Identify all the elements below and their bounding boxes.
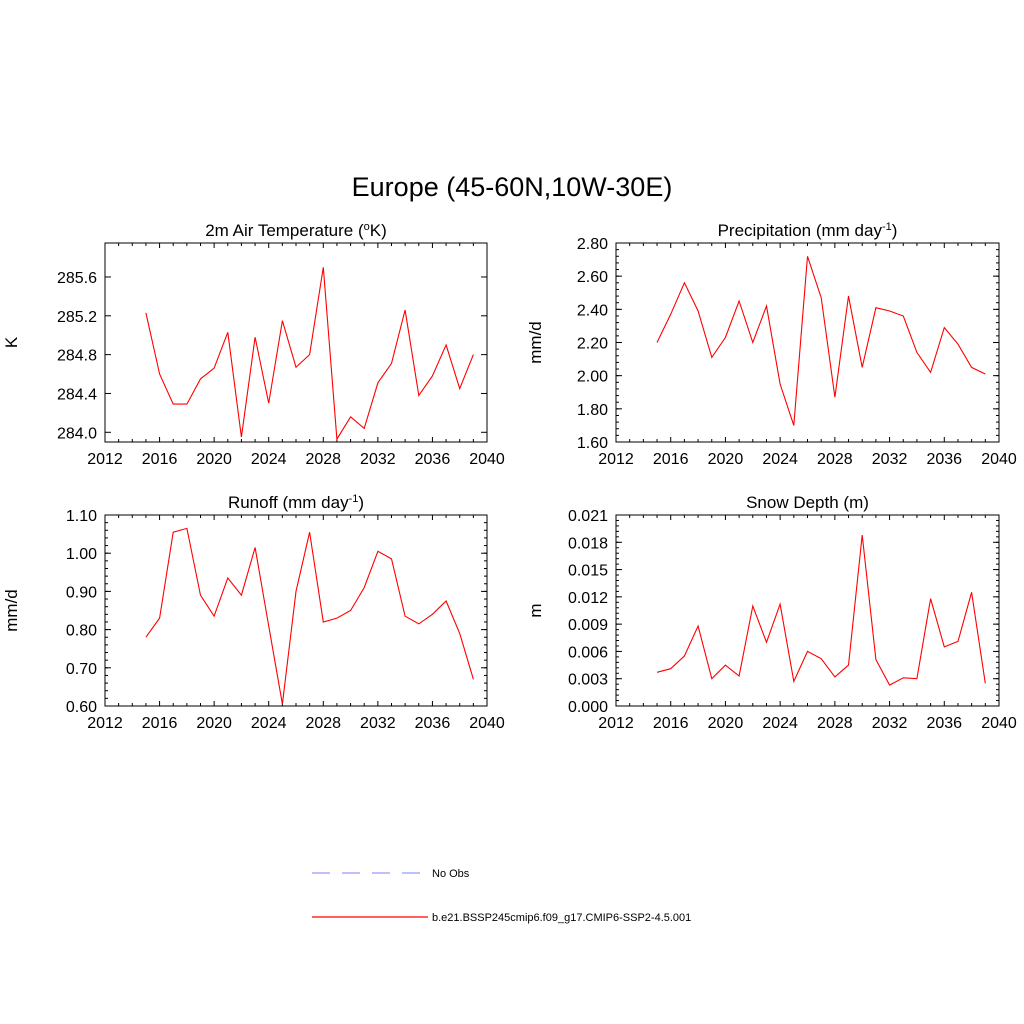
snow-depth-x-tick-label: 2028	[817, 715, 853, 732]
legend-label-no-obs: No Obs	[432, 868, 470, 880]
runoff-y-axis-label: mm/d	[2, 589, 21, 632]
precipitation-x-tick-label: 2016	[653, 451, 689, 468]
runoff-x-tick-label: 2036	[415, 715, 451, 732]
panel-air-temperature: 2m Air Temperature (oK) 2012 2016 2020 2024 2…	[2, 221, 505, 468]
panel-snow-depth: Snow Depth (m) 2012 2016 2020 2024 2028 2032 20…	[526, 493, 1017, 732]
runoff-x-tick-label: 2012	[87, 715, 123, 732]
panel-runoff: Runoff (mm day-1) 2012 2016 2020 2024 2028 203…	[2, 493, 505, 732]
precipitation-y-tick-label: 2.80	[577, 236, 608, 253]
air-temperature-x-tick-label: 2020	[196, 451, 232, 468]
precipitation-y-tick-label: 1.60	[577, 435, 608, 452]
air-temperature-x-tick-label: 2024	[251, 451, 287, 468]
air-temperature-series-line	[145, 267, 474, 441]
snow-depth-y-tick-label: 0.012	[568, 590, 608, 607]
snow-depth-x-tick-label: 2024	[762, 715, 798, 732]
precipitation-title: Precipitation (mm day-1)	[718, 221, 898, 240]
runoff-x-tick-label: 2024	[251, 715, 287, 732]
snow-depth-title: Snow Depth (m)	[746, 493, 869, 512]
air-temperature-y-tick-label: 284.4	[57, 386, 97, 403]
snow-depth-y-tick-label: 0.006	[568, 644, 608, 661]
precipitation-x-tick-label: 2020	[708, 451, 744, 468]
precipitation-x-tick-label: 2036	[926, 451, 962, 468]
snow-depth-y-tick-label: 0.021	[568, 508, 608, 525]
runoff-x-tick-label: 2028	[305, 715, 341, 732]
precipitation-x-tick-label: 2032	[872, 451, 908, 468]
panel-precipitation: Precipitation (mm day-1) 2012 2016 2020 2024…	[526, 221, 1017, 468]
air-temperature-y-tick-label: 285.6	[57, 270, 97, 287]
air-temperature-x-tick-label: 2036	[415, 451, 451, 468]
runoff-x-tick-label: 2016	[142, 715, 178, 732]
air-temperature-x-tick-label: 2040	[469, 451, 505, 468]
air-temperature-y-tick-label: 285.2	[57, 309, 97, 326]
runoff-x-tick-label: 2032	[360, 715, 396, 732]
runoff-series-line	[145, 527, 474, 705]
snow-depth-y-axis-label: m	[526, 603, 545, 617]
snow-depth-x-tick-label: 2040	[981, 715, 1017, 732]
air-temperature-y-tick-label: 284.0	[57, 425, 97, 442]
air-temperature-x-tick-label: 2032	[360, 451, 396, 468]
legend-label-model-run: b.e21.BSSP245cmip6.f09_g17.CMIP6-SSP2-4.…	[432, 912, 691, 924]
precipitation-x-tick-label: 2040	[981, 451, 1017, 468]
precipitation-y-tick-label: 2.60	[577, 269, 608, 286]
snow-depth-x-tick-label: 2032	[872, 715, 908, 732]
precipitation-y-tick-label: 2.20	[577, 336, 608, 353]
precipitation-x-tick-label: 2012	[598, 451, 634, 468]
precipitation-y-tick-label: 1.80	[577, 402, 608, 419]
air-temperature-y-axis-label: K	[2, 336, 21, 348]
runoff-y-tick-label: 1.10	[66, 508, 97, 525]
snow-depth-x-tick-label: 2016	[653, 715, 689, 732]
precipitation-x-tick-label: 2024	[762, 451, 798, 468]
figure-title: Europe (45-60N,10W-30E)	[352, 172, 673, 202]
precipitation-y-tick-label: 2.40	[577, 302, 608, 319]
snow-depth-y-tick-label: 0.000	[568, 699, 608, 716]
snow-depth-x-tick-label: 2012	[598, 715, 634, 732]
runoff-title: Runoff (mm day-1)	[228, 493, 364, 512]
precipitation-y-axis-label: mm/d	[526, 321, 545, 364]
precipitation-frame	[615, 242, 1000, 443]
runoff-y-tick-label: 0.70	[66, 661, 97, 678]
snow-depth-y-tick-label: 0.018	[568, 535, 608, 552]
runoff-y-tick-label: 0.60	[66, 699, 97, 716]
air-temperature-x-tick-label: 2016	[142, 451, 178, 468]
runoff-x-tick-label: 2040	[469, 715, 505, 732]
runoff-y-tick-label: 0.90	[66, 584, 97, 601]
runoff-y-tick-label: 1.00	[66, 546, 97, 563]
snow-depth-series-line	[656, 534, 986, 686]
precipitation-series-line	[656, 256, 986, 426]
snow-depth-y-tick-label: 0.009	[568, 617, 608, 634]
precipitation-y-tick-label: 2.00	[577, 369, 608, 386]
precipitation-x-tick-label: 2028	[817, 451, 853, 468]
air-temperature-y-tick-label: 284.8	[57, 348, 97, 365]
legend: No Obs b.e21.BSSP245cmip6.f09_g17.CMIP6-…	[312, 868, 691, 924]
snow-depth-x-tick-label: 2036	[926, 715, 962, 732]
runoff-frame	[104, 514, 488, 707]
air-temperature-title: 2m Air Temperature (oK)	[205, 221, 387, 240]
runoff-x-tick-label: 2020	[196, 715, 232, 732]
snow-depth-frame	[615, 514, 1000, 707]
snow-depth-x-tick-label: 2020	[708, 715, 744, 732]
runoff-y-tick-label: 0.80	[66, 623, 97, 640]
snow-depth-y-tick-label: 0.003	[568, 672, 608, 689]
snow-depth-y-tick-label: 0.015	[568, 563, 608, 580]
air-temperature-x-tick-label: 2012	[87, 451, 123, 468]
air-temperature-x-tick-label: 2028	[305, 451, 341, 468]
air-temperature-frame	[104, 242, 488, 443]
